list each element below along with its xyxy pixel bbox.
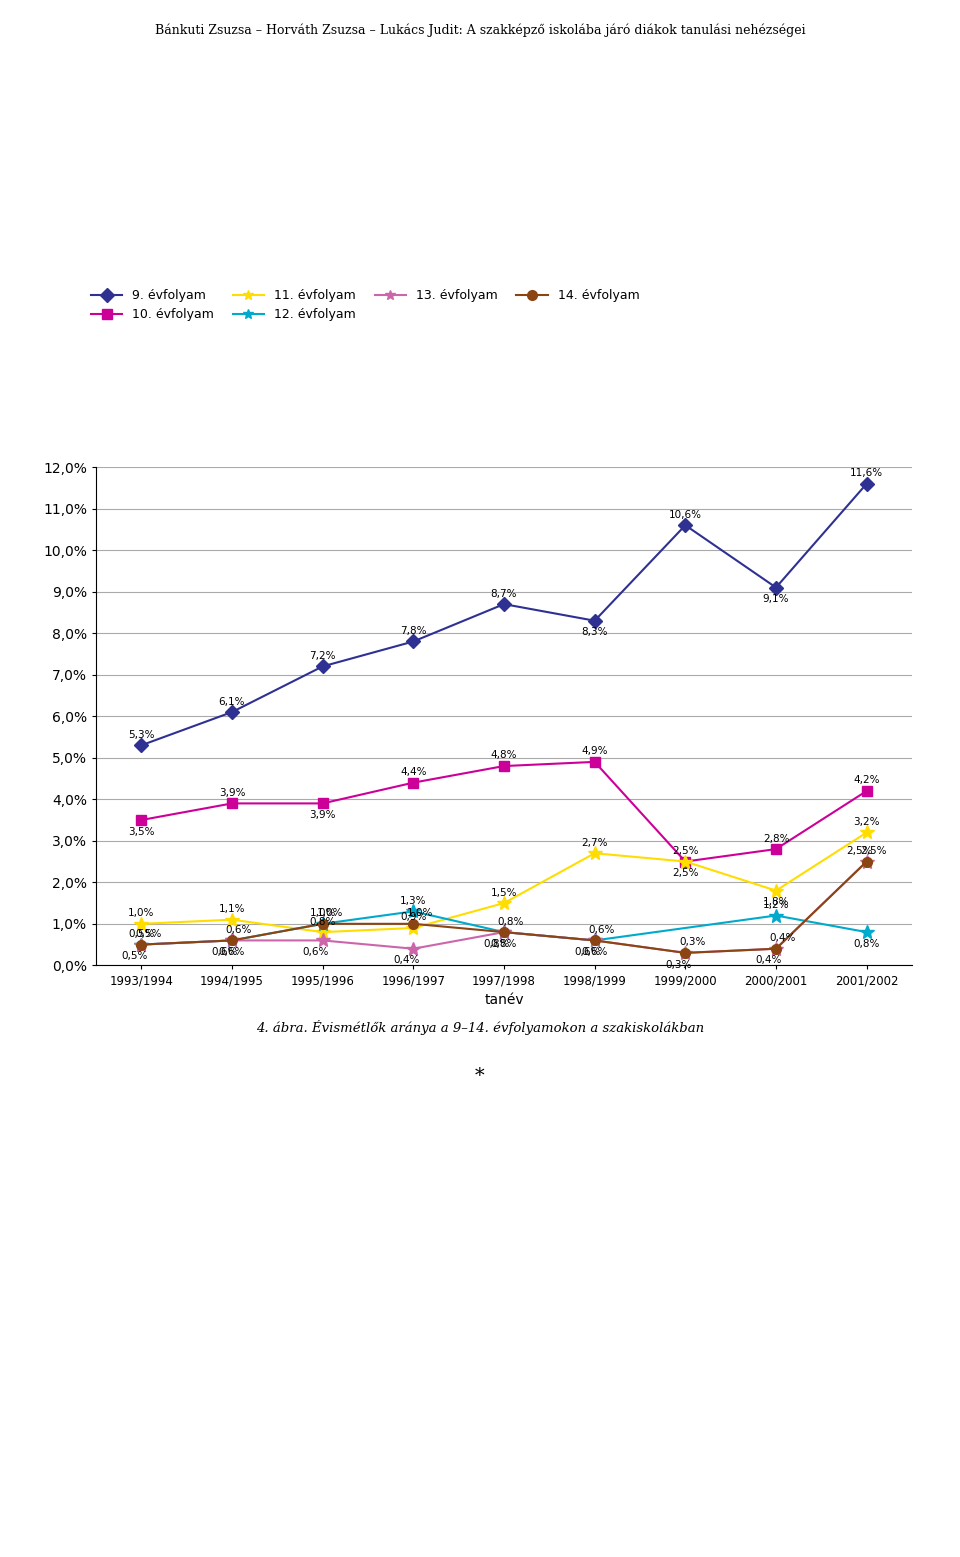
Text: 1,1%: 1,1% — [219, 905, 245, 914]
Text: 3,9%: 3,9% — [309, 810, 336, 821]
Text: 5,3%: 5,3% — [128, 730, 155, 740]
Text: 3,5%: 3,5% — [128, 827, 155, 836]
Text: 0,5%: 0,5% — [121, 951, 148, 961]
Text: 0,6%: 0,6% — [212, 947, 238, 958]
Text: 4,4%: 4,4% — [400, 768, 426, 777]
Text: 1,8%: 1,8% — [763, 897, 789, 908]
Text: 0,3%: 0,3% — [679, 937, 706, 947]
Text: 9,1%: 9,1% — [763, 595, 789, 604]
Text: 2,5%: 2,5% — [672, 869, 699, 878]
Text: 0,4%: 0,4% — [394, 956, 420, 965]
Text: 7,2%: 7,2% — [309, 651, 336, 660]
Text: 2,5%: 2,5% — [860, 845, 887, 856]
Text: 0,8%: 0,8% — [853, 939, 880, 948]
Text: 0,8%: 0,8% — [497, 917, 524, 926]
Text: 4,9%: 4,9% — [582, 746, 608, 757]
Text: 4,2%: 4,2% — [853, 775, 880, 785]
Text: 3,9%: 3,9% — [219, 788, 245, 797]
Text: 0,6%: 0,6% — [219, 947, 245, 958]
Text: Bánkuti Zsuzsa – Horváth Zsuzsa – Lukács Judit: A szakképző iskolába járó diákok: Bánkuti Zsuzsa – Horváth Zsuzsa – Lukács… — [155, 23, 805, 37]
Text: 0,6%: 0,6% — [226, 925, 252, 934]
Text: 0,4%: 0,4% — [770, 933, 796, 944]
Text: 1,0%: 1,0% — [128, 908, 155, 919]
Text: 0,5%: 0,5% — [135, 930, 161, 939]
Text: 0,8%: 0,8% — [484, 939, 511, 948]
Text: 4. ábra. Évismétlők aránya a 9–14. évfolyamokon a szakiskolákban: 4. ábra. Évismétlők aránya a 9–14. évfol… — [256, 1020, 704, 1035]
Text: 0,8%: 0,8% — [491, 939, 517, 948]
Text: 0,9%: 0,9% — [400, 912, 426, 922]
Text: 1,2%: 1,2% — [763, 900, 789, 909]
Text: 0,6%: 0,6% — [582, 947, 608, 958]
Text: 1,0%: 1,0% — [407, 908, 434, 919]
Text: *: * — [475, 1067, 485, 1085]
X-axis label: tanév: tanév — [484, 993, 524, 1007]
Text: 7,8%: 7,8% — [400, 626, 426, 635]
Text: 2,5%: 2,5% — [672, 845, 699, 856]
Text: 0,6%: 0,6% — [588, 925, 614, 934]
Text: 0,8%: 0,8% — [309, 917, 336, 926]
Text: 11,6%: 11,6% — [851, 469, 883, 478]
Text: 10,6%: 10,6% — [669, 509, 702, 520]
Text: 0,6%: 0,6% — [574, 947, 601, 958]
Legend: 9. évfolyam, 10. évfolyam, 11. évfolyam, 12. évfolyam, 13. évfolyam, 14. évfolya: 9. évfolyam, 10. évfolyam, 11. évfolyam,… — [86, 283, 644, 327]
Text: 0,4%: 0,4% — [756, 956, 782, 965]
Text: 0,5%: 0,5% — [128, 930, 155, 939]
Text: 0,3%: 0,3% — [665, 959, 691, 970]
Text: 2,8%: 2,8% — [763, 833, 789, 844]
Text: 3,2%: 3,2% — [853, 817, 880, 827]
Text: 6,1%: 6,1% — [219, 696, 245, 707]
Text: 4,8%: 4,8% — [491, 750, 517, 760]
Text: 2,5%: 2,5% — [847, 845, 873, 856]
Text: 1,5%: 1,5% — [491, 887, 517, 897]
Text: 1,0%: 1,0% — [309, 908, 336, 919]
Text: 8,7%: 8,7% — [491, 589, 517, 598]
Text: 0,6%: 0,6% — [302, 947, 329, 958]
Text: 1,0%: 1,0% — [317, 908, 343, 919]
Text: 8,3%: 8,3% — [582, 627, 608, 637]
Text: 2,7%: 2,7% — [582, 838, 608, 847]
Text: 1,3%: 1,3% — [400, 895, 426, 906]
